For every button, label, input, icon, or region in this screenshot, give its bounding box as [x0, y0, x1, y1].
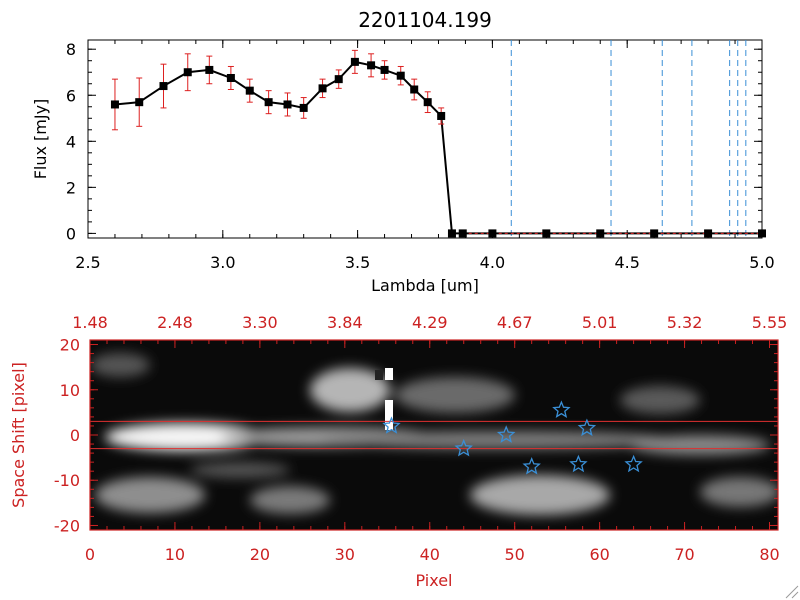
y-tick-label: 0 — [66, 224, 76, 243]
y-tick-label: -20 — [54, 516, 80, 535]
data-point — [437, 111, 446, 120]
x-axis-label: Pixel — [415, 571, 452, 590]
spectral-image: 0 10 20 30 40 50 60 70 80 1.48 2.48 3.30 3.84 4.29 4.6… — [9, 313, 799, 599]
flux-line — [114, 60, 762, 235]
data-point — [283, 100, 292, 109]
data-point — [447, 229, 456, 238]
top-tick-label: 1.48 — [72, 313, 108, 332]
data-point — [704, 229, 713, 238]
data-point — [410, 85, 419, 94]
top-tick-label: 5.32 — [667, 313, 703, 332]
x-tick-label: 40 — [420, 545, 440, 564]
data-point — [488, 229, 497, 238]
data-point — [396, 71, 405, 80]
x-tick-label: 3.5 — [345, 253, 370, 272]
x-tick-label: 80 — [759, 545, 779, 564]
x-tick-label: 10 — [165, 545, 185, 564]
data-point — [367, 61, 376, 70]
star-marker — [522, 456, 541, 475]
chart-title: 2201104.199 — [358, 8, 492, 32]
x-tick-label: 20 — [250, 545, 270, 564]
dark-pixel — [375, 370, 383, 380]
top-tick-label: 4.29 — [412, 313, 448, 332]
data-point — [245, 86, 254, 95]
star-marker — [382, 416, 401, 434]
x-tick-label: 5.0 — [749, 253, 774, 272]
star-marker — [569, 454, 588, 473]
x-tick-label: 50 — [505, 545, 525, 564]
y-tick-label: 2 — [66, 178, 76, 197]
x-axis-label: Lambda [um] — [371, 276, 479, 295]
data-point — [350, 57, 359, 66]
data-point — [650, 229, 659, 238]
flux-plot: 2.5 3.0 3.5 4.0 4.5 5.0 0 2 4 6 8 Lambda [um] Flux [… — [31, 39, 775, 295]
y-tick-label: 8 — [66, 40, 76, 59]
resize-grip — [791, 591, 799, 599]
y-axis-label: Flux [mJy] — [31, 99, 50, 180]
data-point — [205, 65, 214, 74]
star-marker — [552, 400, 571, 418]
y-tick-label: 0 — [70, 426, 80, 445]
data-point — [334, 75, 343, 84]
top-tick-label: 3.30 — [242, 313, 278, 332]
bright-pixel — [385, 400, 393, 430]
data-point — [226, 73, 235, 82]
data-point — [135, 98, 144, 107]
data-point — [758, 229, 766, 238]
star-marker — [454, 438, 473, 457]
image-blobs — [90, 353, 778, 515]
data-point — [299, 103, 308, 112]
top-tick-label: 2.48 — [157, 313, 193, 332]
x-tick-label: 70 — [674, 545, 694, 564]
x-tick-label: 2.5 — [75, 253, 100, 272]
data-point — [423, 98, 432, 107]
y-tick-label: 20 — [60, 336, 80, 355]
x-tick-label: 4.0 — [480, 253, 505, 272]
star-marker — [624, 454, 643, 473]
x-tick-label: 0 — [85, 545, 95, 564]
bright-pixel — [385, 368, 393, 380]
y-tick-label: -10 — [54, 471, 80, 490]
top-tick-label: 5.55 — [752, 313, 788, 332]
resize-grip — [785, 585, 799, 599]
data-point — [159, 82, 168, 91]
data-point — [183, 68, 192, 77]
data-point — [380, 65, 389, 74]
x-tick-label: 30 — [335, 545, 355, 564]
data-point — [110, 100, 119, 109]
top-tick-label: 3.84 — [327, 313, 363, 332]
data-point — [264, 98, 273, 107]
image-area — [90, 340, 778, 530]
x-tick-label: 60 — [589, 545, 609, 564]
x-tick-label: 4.5 — [614, 253, 639, 272]
y-tick-label: 6 — [66, 86, 76, 105]
star-marker — [496, 425, 516, 443]
y-axis-label: Space Shift [pixel] — [9, 362, 28, 508]
y-tick-label: 10 — [60, 381, 80, 400]
data-point — [318, 84, 327, 93]
y-tick-label: 4 — [66, 132, 76, 151]
star-marker — [577, 418, 597, 437]
data-point — [458, 229, 467, 238]
x-tick-label: 3.0 — [210, 253, 235, 272]
data-point — [542, 229, 551, 238]
data-point — [596, 229, 605, 238]
top-tick-label: 4.67 — [497, 313, 533, 332]
top-tick-label: 5.01 — [582, 313, 618, 332]
plot-frame — [87, 39, 763, 239]
